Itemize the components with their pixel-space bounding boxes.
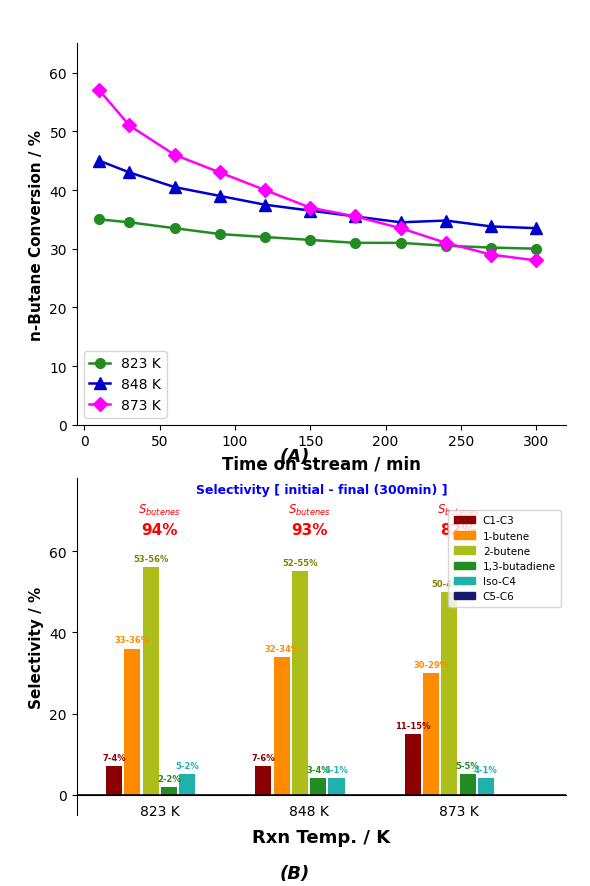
Text: 30-29%: 30-29% xyxy=(414,660,448,669)
Bar xyxy=(143,568,159,795)
873 K xyxy=(533,256,540,267)
Y-axis label: n-Butane Conversion / %: n-Butane Conversion / % xyxy=(29,129,44,340)
Bar xyxy=(292,571,308,795)
Text: 4-1%: 4-1% xyxy=(324,766,348,774)
848 K xyxy=(96,156,103,167)
Bar xyxy=(441,592,457,795)
Text: 4-1%: 4-1% xyxy=(474,766,498,774)
848 K xyxy=(442,216,450,227)
848 K xyxy=(487,222,494,232)
Text: 7-6%: 7-6% xyxy=(252,753,276,762)
823 K xyxy=(126,218,133,229)
Text: 5-2%: 5-2% xyxy=(175,761,199,771)
848 K xyxy=(533,223,540,234)
848 K xyxy=(171,183,178,193)
873 K xyxy=(397,223,404,234)
Line: 823 K: 823 K xyxy=(94,215,541,254)
Legend: 823 K, 848 K, 873 K: 823 K, 848 K, 873 K xyxy=(84,352,166,418)
823 K xyxy=(171,223,178,234)
848 K xyxy=(352,212,359,222)
Text: $S_{butenes}$: $S_{butenes}$ xyxy=(437,501,480,517)
823 K xyxy=(352,238,359,249)
Bar xyxy=(423,673,439,795)
823 K xyxy=(533,245,540,255)
Text: 32-34%: 32-34% xyxy=(264,644,299,653)
873 K xyxy=(352,212,359,222)
Text: Selectivity [ initial - final (300min) ]: Selectivity [ initial - final (300min) ] xyxy=(196,484,447,496)
Text: 11-15%: 11-15% xyxy=(395,721,431,730)
Line: 873 K: 873 K xyxy=(94,86,541,266)
Text: 3-4%: 3-4% xyxy=(306,766,330,774)
Text: (B): (B) xyxy=(280,864,310,882)
873 K xyxy=(307,203,314,214)
Text: Rxn Temp. / K: Rxn Temp. / K xyxy=(253,828,391,846)
Line: 848 K: 848 K xyxy=(94,156,542,235)
Text: 53-56%: 53-56% xyxy=(133,555,168,563)
823 K xyxy=(487,243,494,253)
823 K xyxy=(397,238,404,249)
Text: (A): (A) xyxy=(280,447,310,465)
Text: 52-55%: 52-55% xyxy=(282,559,318,568)
Bar xyxy=(405,734,421,795)
Bar xyxy=(106,766,122,795)
Text: 50-49%: 50-49% xyxy=(432,579,467,588)
873 K xyxy=(171,151,178,161)
823 K xyxy=(217,229,224,240)
Bar xyxy=(274,657,290,795)
823 K xyxy=(96,214,103,225)
873 K xyxy=(261,185,268,196)
873 K xyxy=(442,238,450,249)
873 K xyxy=(126,121,133,132)
Text: 82%: 82% xyxy=(440,522,477,537)
873 K xyxy=(217,168,224,179)
Bar xyxy=(329,779,345,795)
Text: 2-2%: 2-2% xyxy=(157,773,181,782)
848 K xyxy=(126,168,133,179)
873 K xyxy=(487,250,494,260)
X-axis label: Time on stream / min: Time on stream / min xyxy=(222,455,421,472)
Bar xyxy=(310,779,326,795)
Bar xyxy=(179,774,195,795)
823 K xyxy=(442,241,450,252)
848 K xyxy=(261,200,268,211)
Text: 93%: 93% xyxy=(291,522,327,537)
Text: $S_{butenes}$: $S_{butenes}$ xyxy=(288,501,330,517)
Text: 7-4%: 7-4% xyxy=(102,753,126,762)
848 K xyxy=(307,206,314,217)
823 K xyxy=(261,232,268,243)
848 K xyxy=(397,218,404,229)
823 K xyxy=(307,236,314,246)
Y-axis label: Selectivity / %: Selectivity / % xyxy=(29,586,44,708)
873 K xyxy=(96,86,103,97)
Bar xyxy=(478,779,494,795)
Text: 33-36%: 33-36% xyxy=(114,636,150,645)
848 K xyxy=(217,191,224,202)
Text: 94%: 94% xyxy=(142,522,178,537)
Bar xyxy=(124,649,140,795)
Text: $S_{butenes}$: $S_{butenes}$ xyxy=(139,501,181,517)
Bar xyxy=(255,766,271,795)
Bar xyxy=(161,787,177,795)
Legend: C1-C3, 1-butene, 2-butene, 1,3-butadiene, Iso-C4, C5-C6: C1-C3, 1-butene, 2-butene, 1,3-butadiene… xyxy=(448,510,561,607)
Bar xyxy=(460,774,476,795)
Text: 5-5%: 5-5% xyxy=(455,761,480,771)
